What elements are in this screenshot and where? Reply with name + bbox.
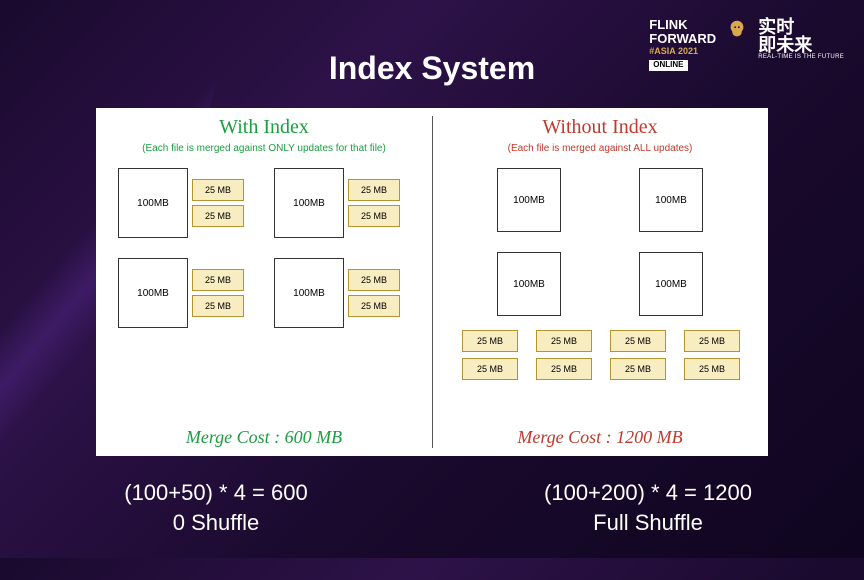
without-index-subtitle: (Each file is merged against ALL updates… xyxy=(442,143,758,154)
update-box: 25 MB xyxy=(192,179,244,201)
with-index-title: With Index xyxy=(106,116,422,139)
without-index-updates: 25 MB 25 MB 25 MB 25 MB 25 MB 25 MB 25 M… xyxy=(442,316,758,380)
file-unit: 100MB 25 MB 25 MB xyxy=(118,168,254,238)
with-index-column: With Index (Each file is merged against … xyxy=(96,108,432,456)
file-box: 100MB xyxy=(274,258,344,328)
file-unit: 100MB 25 MB 25 MB xyxy=(274,258,410,328)
with-index-equation: (100+50) * 4 = 600 xyxy=(0,480,432,506)
file-box: 100MB xyxy=(274,168,344,238)
without-index-shuffle: Full Shuffle xyxy=(432,510,864,536)
update-box: 25 MB xyxy=(684,358,740,380)
logo-line2: FORWARD xyxy=(649,32,716,46)
update-box: 25 MB xyxy=(462,358,518,380)
update-box: 25 MB xyxy=(348,179,400,201)
comparison-panel: With Index (Each file is merged against … xyxy=(96,108,768,456)
file-box: 100MB xyxy=(497,168,561,232)
update-stack: 25 MB 25 MB xyxy=(348,179,400,227)
update-stack: 25 MB 25 MB xyxy=(192,179,244,227)
file-unit: 100MB 25 MB 25 MB xyxy=(274,168,410,238)
file-box: 100MB xyxy=(118,168,188,238)
update-box: 25 MB xyxy=(192,295,244,317)
with-index-grid: 100MB 25 MB 25 MB 100MB 25 MB 25 MB 100M… xyxy=(106,168,422,328)
with-index-merge-cost: Merge Cost : 600 MB xyxy=(96,427,432,448)
update-box: 25 MB xyxy=(348,295,400,317)
without-index-grid: 100MB 100MB 100MB 100MB xyxy=(442,168,758,316)
update-box: 25 MB xyxy=(192,205,244,227)
squirrel-icon xyxy=(726,18,748,40)
without-index-equation: (100+200) * 4 = 1200 xyxy=(432,480,864,506)
update-box: 25 MB xyxy=(536,358,592,380)
file-box: 100MB xyxy=(497,252,561,316)
update-box: 25 MB xyxy=(192,269,244,291)
update-box: 25 MB xyxy=(610,358,666,380)
update-stack: 25 MB 25 MB xyxy=(192,269,244,317)
file-box: 100MB xyxy=(639,252,703,316)
update-box: 25 MB xyxy=(462,330,518,352)
update-box: 25 MB xyxy=(348,205,400,227)
slide-title: Index System xyxy=(0,50,864,87)
bottom-right: (100+200) * 4 = 1200 Full Shuffle xyxy=(432,480,864,536)
with-index-subtitle: (Each file is merged against ONLY update… xyxy=(106,143,422,154)
update-box: 25 MB xyxy=(610,330,666,352)
update-stack: 25 MB 25 MB xyxy=(348,269,400,317)
file-box: 100MB xyxy=(639,168,703,232)
logo-cn-line1: 实时 xyxy=(758,18,844,36)
file-unit: 100MB 25 MB 25 MB xyxy=(118,258,254,328)
without-index-merge-cost: Merge Cost : 1200 MB xyxy=(432,427,768,448)
with-index-shuffle: 0 Shuffle xyxy=(0,510,432,536)
bottom-equations: (100+50) * 4 = 600 0 Shuffle (100+200) *… xyxy=(0,480,864,536)
without-index-title: Without Index xyxy=(442,116,758,139)
update-box: 25 MB xyxy=(536,330,592,352)
update-box: 25 MB xyxy=(684,330,740,352)
logo-line1: FLINK xyxy=(649,18,716,32)
file-box: 100MB xyxy=(118,258,188,328)
without-index-column: Without Index (Each file is merged again… xyxy=(432,108,768,456)
bottom-left: (100+50) * 4 = 600 0 Shuffle xyxy=(0,480,432,536)
update-box: 25 MB xyxy=(348,269,400,291)
